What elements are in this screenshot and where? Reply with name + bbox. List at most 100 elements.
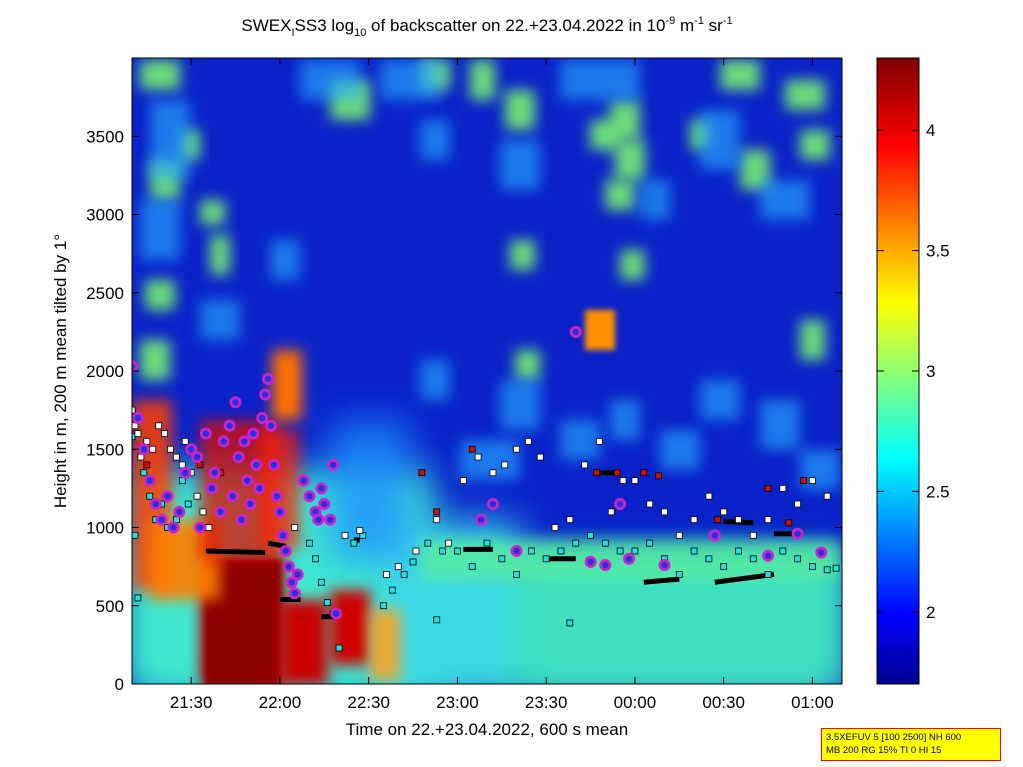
magenta-circle-marker <box>244 498 257 511</box>
colorbar-tick-label: 3.5 <box>926 242 950 261</box>
faint-layer <box>270 240 300 280</box>
cyan-square-marker <box>823 566 831 574</box>
aerosol-patch <box>470 60 495 100</box>
circle-core <box>258 414 266 422</box>
aerosol-patch <box>800 130 830 160</box>
cyan-square-marker <box>779 547 787 555</box>
cyan-square-marker <box>749 555 757 563</box>
circle-core <box>321 500 328 508</box>
white-square-marker <box>551 524 559 531</box>
white-square-marker <box>167 445 174 453</box>
red-square-marker <box>655 472 662 480</box>
red-square-marker <box>785 519 793 527</box>
circle-core <box>146 477 153 484</box>
magenta-circle-marker <box>324 513 337 526</box>
red-square-marker <box>640 469 648 477</box>
faint-layer <box>760 180 810 220</box>
x-axis: 21:30 22:00 22:30 23:00 23:30 00:00 00:30 01:00 <box>170 58 834 712</box>
heatmap-plot <box>132 58 842 684</box>
circle-core <box>329 461 337 469</box>
white-square-marker <box>823 492 831 500</box>
white-square-marker <box>341 531 349 539</box>
cyan-square-marker <box>513 571 520 578</box>
cyan-square-marker <box>646 539 654 547</box>
magenta-circle-marker <box>132 411 144 424</box>
magenta-circle-marker <box>279 544 292 557</box>
cyan-square-marker <box>468 563 476 571</box>
circle-core <box>276 508 284 516</box>
cyan-square-marker <box>616 547 624 555</box>
red-square-marker <box>613 469 621 477</box>
aerosol-patch <box>145 280 175 310</box>
circle-core <box>241 438 248 445</box>
magenta-circle-marker <box>291 568 304 581</box>
high-backscatter-column-3 <box>330 590 370 665</box>
white-square-marker <box>155 422 163 430</box>
red-square-marker <box>764 484 772 492</box>
cyan-square-marker <box>720 563 728 571</box>
cyan-square-marker <box>454 547 461 555</box>
magenta-circle-marker <box>194 521 207 534</box>
magenta-circle-marker <box>191 451 204 464</box>
y-tick-label: 2000 <box>86 362 124 381</box>
circle-core <box>587 558 594 566</box>
cyan-square-marker <box>601 539 609 547</box>
magenta-circle-marker <box>273 505 286 518</box>
magenta-circle-marker <box>241 474 254 487</box>
white-square-marker <box>161 430 168 438</box>
x-tick-label: 22:00 <box>259 693 302 712</box>
circle-core <box>164 493 171 500</box>
cyan-square-marker <box>134 594 142 602</box>
white-square-marker <box>525 438 532 445</box>
magenta-circle-marker <box>173 505 186 518</box>
cyan-square-marker <box>832 564 840 572</box>
faint-layer <box>500 380 540 430</box>
colorbar-tick-label: 2.5 <box>926 482 950 501</box>
cloud-base-line <box>714 571 775 585</box>
white-square-marker <box>445 539 452 547</box>
faint-layer <box>760 400 800 450</box>
title-sub-2: 10 <box>354 27 366 39</box>
circle-core <box>477 516 485 523</box>
magenta-circle-marker <box>179 466 192 479</box>
faint-layer <box>380 60 440 100</box>
circle-core <box>208 485 216 492</box>
circle-core <box>285 563 292 570</box>
magenta-circle-marker <box>226 490 239 503</box>
cyan-square-marker <box>764 571 772 578</box>
circle-core <box>229 493 236 500</box>
magenta-circle-marker <box>149 498 162 511</box>
red-square-marker <box>714 516 722 524</box>
cyan-square-marker <box>400 571 408 578</box>
magenta-circle-marker <box>303 490 316 503</box>
white-square-marker <box>459 477 467 484</box>
cyan-square-marker <box>542 555 550 563</box>
x-tick-label: 23:00 <box>436 693 479 712</box>
magenta-circle-marker <box>762 549 775 562</box>
cyan-square-marker <box>705 555 713 563</box>
circle-core <box>187 446 195 453</box>
faint-layer <box>300 60 360 100</box>
aerosol-patch <box>620 250 645 280</box>
circle-core <box>279 532 287 539</box>
cyan-square-marker <box>335 644 343 652</box>
aerosol-patch <box>515 350 540 380</box>
circle-core <box>235 453 242 461</box>
circle-core <box>253 461 260 469</box>
faint-layer <box>140 200 180 260</box>
aerosol-patch <box>510 240 535 270</box>
circle-core <box>202 430 210 437</box>
magenta-circle-marker <box>569 325 582 338</box>
magenta-circle-marker <box>253 482 266 495</box>
cyan-square-marker <box>312 555 319 563</box>
red-square-marker <box>433 508 441 516</box>
cyan-square-marker <box>587 531 594 539</box>
circle-core <box>196 524 204 531</box>
cyan-square-marker <box>794 555 802 563</box>
circle-core <box>270 461 278 469</box>
y-tick-label: 1500 <box>86 440 124 459</box>
cyan-square-marker <box>527 547 535 555</box>
white-square-marker <box>383 571 390 578</box>
magenta-circle-marker <box>262 372 275 385</box>
